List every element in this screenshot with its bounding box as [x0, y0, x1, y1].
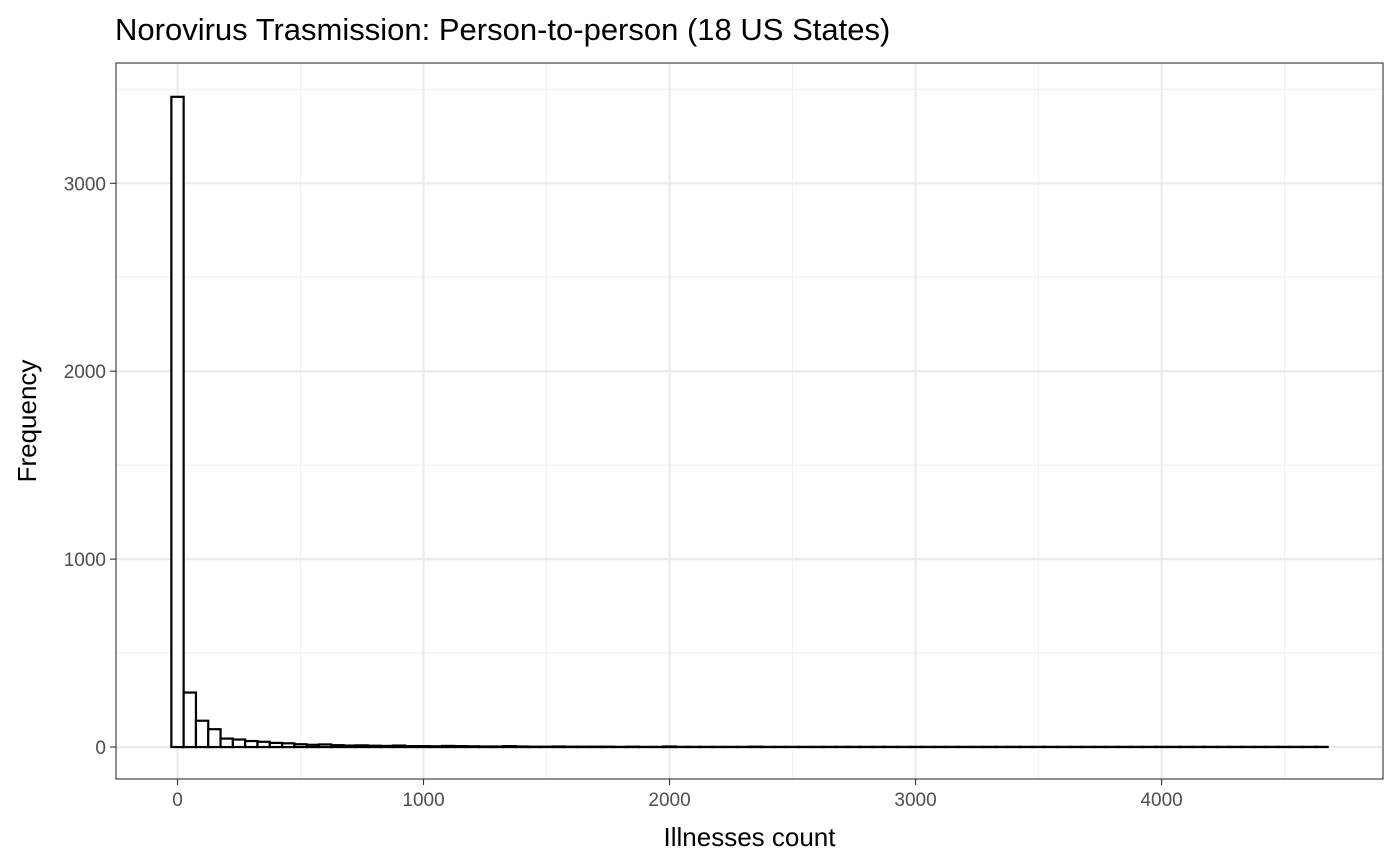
- histogram-bar: [502, 745, 517, 749]
- histogram-bar: [317, 743, 333, 749]
- histogram-bar: [453, 745, 468, 749]
- histogram-bar: [219, 737, 234, 749]
- histogram-bar: [293, 743, 308, 749]
- x-tick-label: 2000: [648, 790, 690, 811]
- histogram-bar: [244, 739, 259, 749]
- histogram-bar: [465, 745, 480, 749]
- histogram-bar: [330, 744, 345, 749]
- plot-panel-border: [115, 62, 1384, 780]
- x-axis-title: Illnesses count: [664, 822, 837, 852]
- histogram-bar: [440, 744, 456, 749]
- x-axis: 0 1000 2000 3000 4000: [172, 779, 1183, 811]
- histogram-bar: [416, 745, 431, 749]
- x-tick-label: 0: [172, 790, 183, 811]
- x-tick-label: 1000: [402, 790, 444, 811]
- histogram-bar: [403, 745, 419, 749]
- chart-title: Norovirus Trasmission: Person-to-person …: [115, 12, 890, 47]
- histogram-bar: [354, 744, 370, 749]
- histogram-bar: [391, 744, 407, 749]
- x-tick-label: 4000: [1140, 790, 1182, 811]
- histogram-bar: [280, 742, 296, 749]
- histogram-bar: [305, 743, 321, 749]
- histogram-bar: [379, 744, 394, 749]
- grid-lines: [116, 63, 1383, 779]
- histogram-bar: [194, 719, 210, 749]
- histogram-bar: [182, 691, 198, 749]
- histogram-bar: [268, 741, 284, 749]
- y-tick-label: 3000: [64, 174, 106, 195]
- histogram-bar: [662, 745, 677, 749]
- histogram-bar: [490, 745, 505, 749]
- y-axis: 0 1000 2000 3000: [64, 174, 116, 759]
- histogram-bar: [342, 744, 357, 749]
- histogram-bar: [170, 95, 185, 749]
- histogram-bar: [207, 728, 222, 749]
- y-tick-label: 2000: [64, 362, 106, 383]
- histogram-bar: [256, 740, 271, 749]
- histogram-bar: [551, 745, 567, 749]
- y-tick-label: 0: [95, 738, 106, 759]
- histogram-bar: [477, 745, 493, 749]
- x-tick-label: 3000: [894, 790, 936, 811]
- y-tick-label: 1000: [64, 550, 106, 571]
- histogram-bar: [428, 745, 444, 749]
- histogram-bar: [514, 745, 530, 749]
- histogram-bars: [170, 95, 1329, 749]
- histogram-bar: [231, 738, 247, 749]
- histogram-bar: [367, 744, 382, 749]
- y-axis-title: Frequency: [12, 360, 42, 483]
